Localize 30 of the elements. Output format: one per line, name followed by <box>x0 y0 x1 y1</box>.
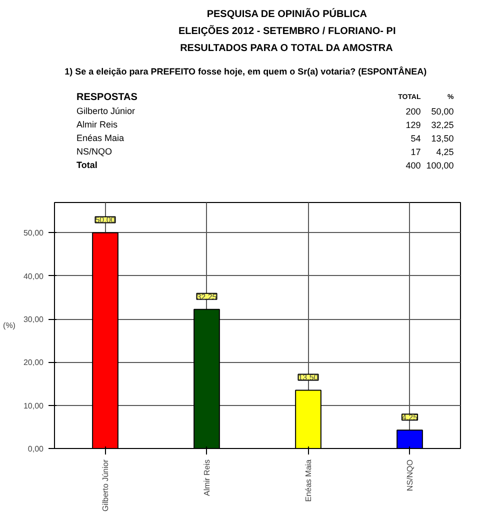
text: 1) Se a eleição para PREFEITO fosse hoje, em quem o Sr(a) votaria? (ESPONTÂNEA) <box>64 66 427 76</box>
text: 4,25 <box>436 147 454 157</box>
text: Gilberto Júnior <box>76 106 136 116</box>
y-tick-label: 40,00 <box>23 272 44 281</box>
y-tick-label: 50,00 <box>23 228 44 238</box>
y-tick-label: 0,00 <box>28 444 44 454</box>
text: 100,00 <box>426 160 454 170</box>
text: 400 <box>406 160 421 170</box>
text: 54 <box>410 134 421 144</box>
text: 200 <box>406 106 421 116</box>
text: RESPOSTAS <box>76 92 138 103</box>
text: 32,25 <box>431 120 454 130</box>
text: NS/NQO <box>76 146 112 156</box>
text: Enéas Maia <box>76 133 124 143</box>
chart-title: PESQUISA DE OPINIÃO PÚBLICA <box>206 8 368 20</box>
x-tick-label: Gilberto Júnior <box>100 459 110 512</box>
text: 17 <box>410 147 421 157</box>
x-tick-label: NS/NQO <box>405 459 414 492</box>
x-tick-label: Enéas Maia <box>304 458 313 502</box>
y-tick-label: 10,00 <box>23 401 44 410</box>
y-axis-title: (%) <box>3 321 16 330</box>
text: Almir Reis <box>76 120 118 130</box>
y-tick-label: 20,00 <box>23 358 44 368</box>
text: 50,00 <box>431 106 454 116</box>
text: Total <box>76 160 98 170</box>
chart-subtitle: ELEIÇÕES 2012 - SETEMBRO / FLORIANO- PI RESULTADOS PARA O TOTAL DA AMOSTRA <box>178 25 396 54</box>
text: 129 <box>406 120 421 130</box>
x-tick-label: Almir Reis <box>202 459 212 496</box>
y-tick-label: 30,00 <box>23 315 44 324</box>
text: 13,50 <box>431 134 454 144</box>
